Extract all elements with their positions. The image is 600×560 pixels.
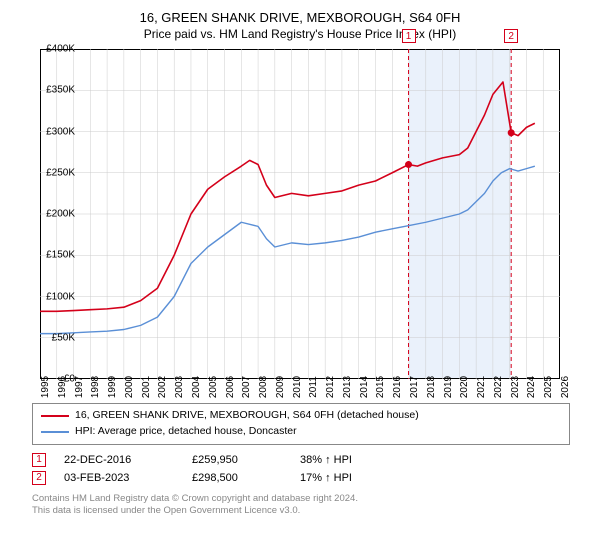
x-axis-label: 2017 xyxy=(409,376,420,398)
chart-plot-area: £0£50K£100K£150K£200K£250K£300K£350K£400… xyxy=(40,49,600,399)
legend-label: HPI: Average price, detached house, Donc… xyxy=(75,424,297,440)
x-axis-label: 2015 xyxy=(375,376,386,398)
sale-row: 1 22-DEC-2016 £259,950 38% ↑ HPI xyxy=(32,451,570,469)
x-axis-label: 2025 xyxy=(543,376,554,398)
x-axis-label: 2022 xyxy=(493,376,504,398)
x-axis-label: 2018 xyxy=(426,376,437,398)
x-axis-label: 2014 xyxy=(359,376,370,398)
y-axis-label: £250K xyxy=(15,167,75,178)
footer-attribution: Contains HM Land Registry data © Crown c… xyxy=(32,493,570,518)
chart-container: 16, GREEN SHANK DRIVE, MEXBOROUGH, S64 0… xyxy=(0,0,600,560)
sale-delta: 38% ↑ HPI xyxy=(300,454,352,466)
x-axis-label: 2019 xyxy=(443,376,454,398)
sale-date: 22-DEC-2016 xyxy=(64,454,174,466)
x-axis-label: 2004 xyxy=(191,376,202,398)
x-axis-label: 2001 xyxy=(141,376,152,398)
x-axis-label: 2005 xyxy=(208,376,219,398)
y-axis-label: £350K xyxy=(15,85,75,96)
legend-row: 16, GREEN SHANK DRIVE, MEXBOROUGH, S64 0… xyxy=(41,408,561,424)
legend-label: 16, GREEN SHANK DRIVE, MEXBOROUGH, S64 0… xyxy=(75,408,419,424)
marker-badge-2: 2 xyxy=(504,29,518,43)
x-axis-label: 2016 xyxy=(392,376,403,398)
y-axis-label: £50K xyxy=(15,332,75,343)
sale-badge: 2 xyxy=(32,471,46,485)
y-axis-label: £150K xyxy=(15,250,75,261)
y-axis-label: £200K xyxy=(15,209,75,220)
y-axis-label: £100K xyxy=(15,291,75,302)
legend-swatch xyxy=(41,431,69,433)
sales-table: 1 22-DEC-2016 £259,950 38% ↑ HPI 2 03-FEB-202… xyxy=(32,451,570,487)
x-axis-label: 2010 xyxy=(292,376,303,398)
x-axis-label: 2013 xyxy=(342,376,353,398)
sale-price: £259,950 xyxy=(192,454,282,466)
sale-row: 2 03-FEB-2023 £298,500 17% ↑ HPI xyxy=(32,469,570,487)
x-axis-label: 2026 xyxy=(560,376,571,398)
x-axis-label: 2012 xyxy=(325,376,336,398)
chart-svg xyxy=(40,49,560,379)
x-axis-label: 2008 xyxy=(258,376,269,398)
x-axis-label: 2000 xyxy=(124,376,135,398)
x-axis-label: 2007 xyxy=(241,376,252,398)
x-axis-label: 2024 xyxy=(526,376,537,398)
sale-badge: 1 xyxy=(32,453,46,467)
x-axis-label: 1997 xyxy=(74,376,85,398)
marker-badge-1: 1 xyxy=(402,29,416,43)
x-axis-label: 1999 xyxy=(107,376,118,398)
sale-price: £298,500 xyxy=(192,472,282,484)
x-axis-label: 2020 xyxy=(459,376,470,398)
x-axis-label: 1996 xyxy=(57,376,68,398)
x-axis-label: 2021 xyxy=(476,376,487,398)
chart-title: 16, GREEN SHANK DRIVE, MEXBOROUGH, S64 0… xyxy=(0,0,600,25)
y-axis-label: £300K xyxy=(15,126,75,137)
x-axis-label: 2009 xyxy=(275,376,286,398)
sale-delta: 17% ↑ HPI xyxy=(300,472,352,484)
x-axis-label: 2003 xyxy=(174,376,185,398)
y-axis-label: £400K xyxy=(15,44,75,55)
x-axis-label: 1995 xyxy=(40,376,51,398)
x-axis-label: 2006 xyxy=(225,376,236,398)
legend: 16, GREEN SHANK DRIVE, MEXBOROUGH, S64 0… xyxy=(32,403,570,445)
x-axis-label: 2002 xyxy=(157,376,168,398)
sale-date: 03-FEB-2023 xyxy=(64,472,174,484)
x-axis-label: 2011 xyxy=(308,376,319,398)
footer-line: This data is licensed under the Open Gov… xyxy=(32,505,570,517)
x-axis-label: 2023 xyxy=(510,376,521,398)
x-axis-label: 1998 xyxy=(90,376,101,398)
legend-swatch xyxy=(41,415,69,417)
footer-line: Contains HM Land Registry data © Crown c… xyxy=(32,493,570,505)
legend-row: HPI: Average price, detached house, Donc… xyxy=(41,424,561,440)
